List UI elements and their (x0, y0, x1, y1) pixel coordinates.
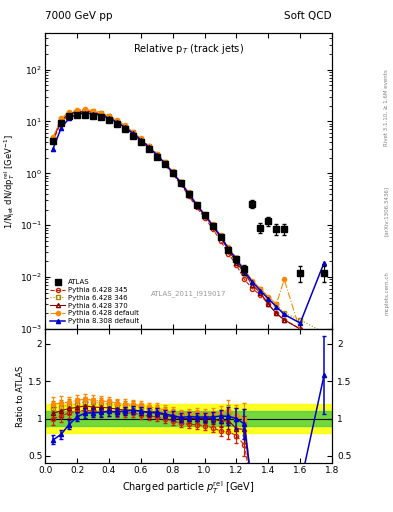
Bar (45, 411, 332, 426)
Text: ATLAS_2011_I919017: ATLAS_2011_I919017 (151, 290, 226, 297)
Text: Rivet 3.1.10, ≥ 1.6M events: Rivet 3.1.10, ≥ 1.6M events (384, 69, 389, 145)
Legend: ATLAS, Pythia 6.428 345, Pythia 6.428 346, Pythia 6.428 370, Pythia 6.428 defaul: ATLAS, Pythia 6.428 345, Pythia 6.428 34… (49, 278, 141, 326)
Text: [arXiv:1306.3436]: [arXiv:1306.3436] (384, 186, 389, 236)
Bar (45, 403, 332, 434)
Text: Relative p$_T$ (track jets): Relative p$_T$ (track jets) (133, 42, 244, 56)
Text: 7000 GeV pp: 7000 GeV pp (45, 11, 113, 22)
X-axis label: Charged particle $p_T^{\rm rel}$ [GeV]: Charged particle $p_T^{\rm rel}$ [GeV] (123, 479, 255, 496)
Text: Soft QCD: Soft QCD (285, 11, 332, 22)
Text: mcplots.cern.ch: mcplots.cern.ch (384, 271, 389, 315)
Y-axis label: 1/N$_{\rm jet}$ dN/dp$_T^{\rm rel}$ [GeV$^{-1}$]: 1/N$_{\rm jet}$ dN/dp$_T^{\rm rel}$ [GeV… (3, 134, 17, 228)
Y-axis label: Ratio to ATLAS: Ratio to ATLAS (16, 366, 25, 427)
